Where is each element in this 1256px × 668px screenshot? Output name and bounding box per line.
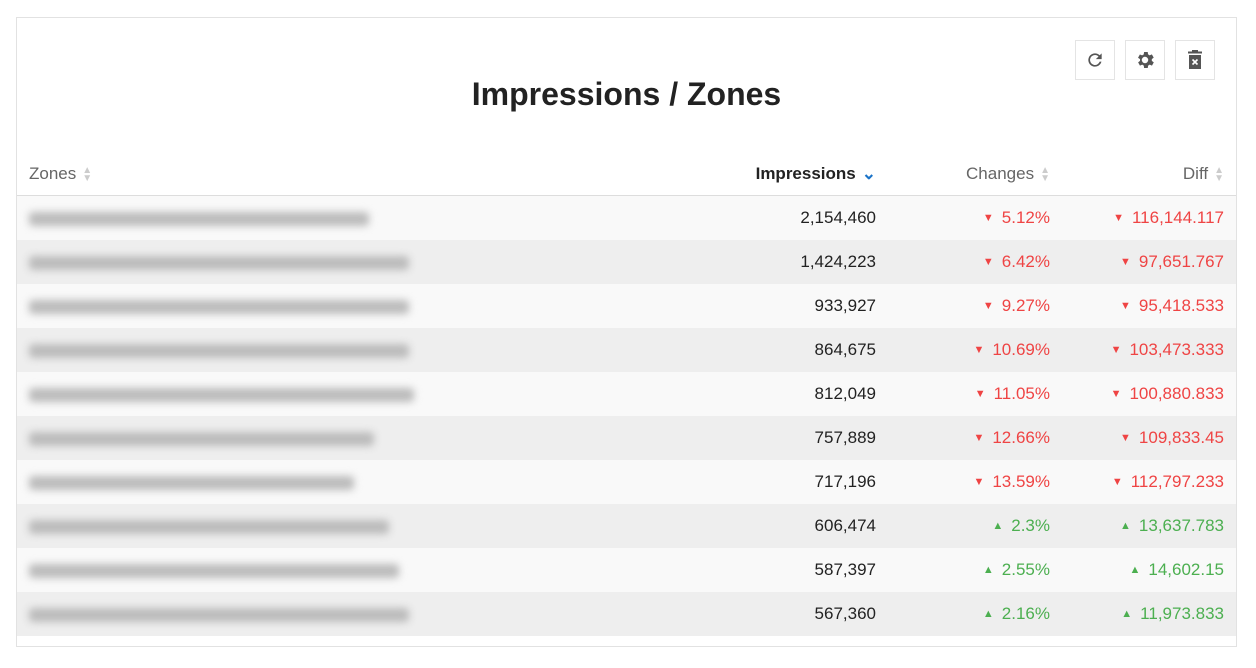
diff-cell: ▲ 13,637.783 xyxy=(1062,504,1236,548)
change-cell: ▲ 2.16% xyxy=(888,592,1062,636)
diff-cell: ▼ 100,880.833 xyxy=(1062,372,1236,416)
zone-name-cell xyxy=(17,416,661,460)
chevron-down-icon: ⌄ xyxy=(861,164,876,183)
diff-cell: ▲ 14,602.15 xyxy=(1062,548,1236,592)
table-row[interactable]: 812,049 ▼ 11.05% ▼ 100,880.833 xyxy=(17,372,1236,416)
zone-name-cell xyxy=(17,460,661,504)
redacted-zone-name xyxy=(29,431,374,446)
trend-down-icon: ▼ xyxy=(1110,388,1122,400)
zone-name-cell xyxy=(17,328,661,372)
change-cell: ▼ 6.42% xyxy=(888,240,1062,284)
table-row[interactable]: 606,474 ▲ 2.3% ▲ 13,637.783 xyxy=(17,504,1236,548)
diff-cell: ▼ 112,797.233 xyxy=(1062,460,1236,504)
change-cell: ▼ 13.59% xyxy=(888,460,1062,504)
trend-down-icon: ▼ xyxy=(1120,256,1131,268)
impressions-cell: 606,474 xyxy=(660,504,888,548)
redacted-zone-name xyxy=(29,255,409,270)
zones-table: Zones ▲ ▼ Impressions ⌄ Changes ▲ ▼ Diff ▲ ▼ 2,… xyxy=(17,153,1236,636)
column-header-changes[interactable]: Changes ▲ ▼ xyxy=(888,153,1062,196)
widget-title: Impressions / Zones xyxy=(471,76,782,112)
column-header-impressions[interactable]: Impressions ⌄ xyxy=(660,153,888,196)
diff-cell: ▲ 11,973.833 xyxy=(1062,592,1236,636)
zone-name-cell xyxy=(17,284,661,328)
diff-cell: ▼ 95,418.533 xyxy=(1062,284,1236,328)
table-row[interactable]: 757,889 ▼ 12.66% ▼ 109,833.45 xyxy=(17,416,1236,460)
impressions-cell: 587,397 xyxy=(660,548,888,592)
trend-up-icon: ▲ xyxy=(992,520,1004,532)
table-row[interactable]: 933,927 ▼ 9.27% ▼ 95,418.533 xyxy=(17,284,1236,328)
impressions-cell: 567,360 xyxy=(660,592,888,636)
sort-icon: ▲ ▼ xyxy=(1040,164,1050,184)
trend-down-icon: ▼ xyxy=(1110,344,1122,356)
trend-down-icon: ▼ xyxy=(973,476,985,488)
trend-down-icon: ▼ xyxy=(974,388,986,400)
redacted-zone-name xyxy=(29,475,354,490)
table-row[interactable]: 1,424,223 ▼ 6.42% ▼ 97,651.767 xyxy=(17,240,1236,284)
zone-name-cell xyxy=(17,504,661,548)
change-cell: ▼ 11.05% xyxy=(888,372,1062,416)
trend-down-icon: ▼ xyxy=(982,212,994,224)
zone-name-cell xyxy=(17,372,661,416)
diff-cell: ▼ 109,833.45 xyxy=(1062,416,1236,460)
delete-icon xyxy=(1188,50,1202,69)
impressions-cell: 1,424,223 xyxy=(660,240,888,284)
redacted-zone-name xyxy=(29,387,414,402)
trend-down-icon: ▼ xyxy=(982,256,994,268)
zone-name-cell xyxy=(17,240,661,284)
trend-down-icon: ▼ xyxy=(973,432,985,444)
widget-card: Impressions / Zones Zones ▲ ▼ Impressions ⌄… xyxy=(16,17,1237,647)
zone-name-cell xyxy=(17,195,661,240)
diff-cell: ▼ 97,651.767 xyxy=(1062,240,1236,284)
gear-icon xyxy=(1138,52,1154,68)
diff-cell: ▼ 103,473.333 xyxy=(1062,328,1236,372)
impressions-cell: 717,196 xyxy=(660,460,888,504)
column-header-diff[interactable]: Diff ▲ ▼ xyxy=(1062,153,1236,196)
change-cell: ▼ 9.27% xyxy=(888,284,1062,328)
sort-icon: ▲ ▼ xyxy=(1214,164,1224,184)
trend-down-icon: ▼ xyxy=(1111,476,1123,488)
redacted-zone-name xyxy=(29,519,389,534)
impressions-cell: 812,049 xyxy=(660,372,888,416)
zone-name-cell xyxy=(17,592,661,636)
zone-name-cell xyxy=(17,548,661,592)
redacted-zone-name xyxy=(29,211,369,226)
trend-down-icon: ▼ xyxy=(1120,432,1131,444)
change-cell: ▲ 2.3% xyxy=(888,504,1062,548)
settings-button[interactable] xyxy=(1125,40,1165,80)
redacted-zone-name xyxy=(29,563,399,578)
impressions-cell: 2,154,460 xyxy=(660,195,888,240)
table-row[interactable]: 2,154,460 ▼ 5.12% ▼ 116,144.117 xyxy=(17,195,1236,240)
trend-down-icon: ▼ xyxy=(973,344,985,356)
sort-icon: ▲ ▼ xyxy=(82,164,93,184)
change-cell: ▼ 10.69% xyxy=(888,328,1062,372)
trend-up-icon: ▲ xyxy=(982,564,994,576)
redacted-zone-name xyxy=(29,299,409,314)
table-row[interactable]: 567,360 ▲ 2.16% ▲ 11,973.833 xyxy=(17,592,1236,636)
table-row[interactable]: 587,397 ▲ 2.55% ▲ 14,602.15 xyxy=(17,548,1236,592)
trend-up-icon: ▲ xyxy=(1121,608,1133,620)
trend-up-icon: ▲ xyxy=(1129,564,1141,576)
diff-cell: ▼ 116,144.117 xyxy=(1062,195,1236,240)
impressions-cell: 933,927 xyxy=(660,284,888,328)
refresh-button[interactable] xyxy=(1075,40,1115,80)
impressions-cell: 757,889 xyxy=(660,416,888,460)
trend-up-icon: ▲ xyxy=(982,608,994,620)
trend-down-icon: ▼ xyxy=(1120,300,1131,312)
table-row[interactable]: 717,196 ▼ 13.59% ▼ 112,797.233 xyxy=(17,460,1236,504)
refresh-icon xyxy=(1088,53,1102,67)
change-cell: ▲ 2.55% xyxy=(888,548,1062,592)
table-row[interactable]: 864,675 ▼ 10.69% ▼ 103,473.333 xyxy=(17,328,1236,372)
trend-down-icon: ▼ xyxy=(1113,212,1124,224)
change-cell: ▼ 12.66% xyxy=(888,416,1062,460)
trend-up-icon: ▲ xyxy=(1120,520,1131,532)
redacted-zone-name xyxy=(29,607,409,622)
impressions-cell: 864,675 xyxy=(660,328,888,372)
trend-down-icon: ▼ xyxy=(982,300,994,312)
widget-toolbar xyxy=(1075,40,1215,80)
column-header-zones[interactable]: Zones ▲ ▼ xyxy=(17,153,661,196)
redacted-zone-name xyxy=(29,343,409,358)
change-cell: ▼ 5.12% xyxy=(888,195,1062,240)
delete-button[interactable] xyxy=(1175,40,1215,80)
